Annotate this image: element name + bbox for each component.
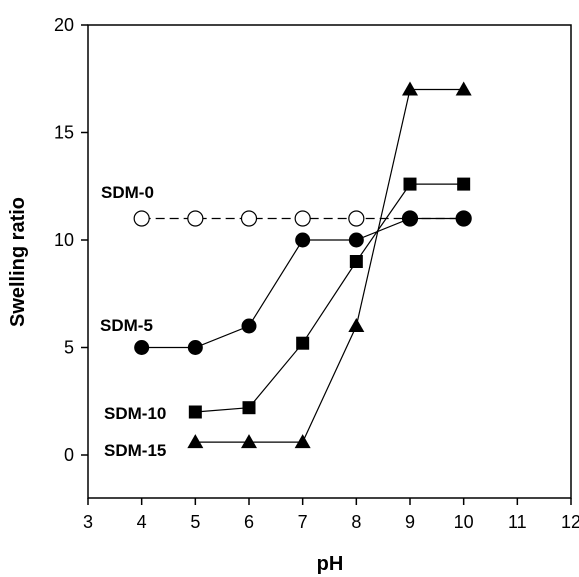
x-tick-label-6: 6 [244, 512, 254, 532]
axis-ticks [81, 24, 572, 505]
marker-sdm-5-5 [402, 211, 418, 226]
marker-sdm-5-4 [348, 232, 364, 248]
marker-sdm-0-1 [187, 210, 204, 227]
marker-sdm-15-2 [294, 434, 311, 449]
x-tick-label-9: 9 [405, 512, 415, 532]
x-tick-label-3: 3 [83, 512, 93, 532]
y-tick-label-10: 10 [54, 230, 74, 250]
x-tick-label-10: 10 [454, 512, 474, 532]
x-tick-label-7: 7 [298, 512, 308, 532]
x-tick-label-4: 4 [137, 512, 147, 532]
marker-sdm-0-4 [348, 210, 365, 227]
marker-sdm-10-4 [403, 177, 417, 191]
marker-sdm-10-1 [242, 401, 256, 415]
marker-sdm-0-0 [133, 210, 150, 227]
marker-sdm-5-1 [187, 340, 203, 355]
y-axis-title: Swelling ratio [7, 197, 29, 327]
series-line-sdm-15 [195, 88, 464, 443]
marker-sdm-15-0 [187, 434, 204, 449]
x-tick-label-11: 11 [508, 512, 527, 532]
series-label-sdm-5: SDM-5 [100, 316, 153, 335]
marker-sdm-0-2 [240, 210, 258, 227]
marker-sdm-5-2 [241, 318, 257, 334]
x-axis-title: pH [317, 553, 344, 575]
plot-frame [87, 24, 572, 499]
y-tick-label-20: 20 [54, 15, 74, 35]
series-markers [133, 81, 472, 449]
marker-sdm-15-5 [455, 81, 472, 96]
series-line-sdm-10 [195, 183, 464, 413]
series-lines [141, 88, 464, 443]
series-label-sdm-10: SDM-10 [104, 404, 166, 423]
marker-sdm-15-3 [348, 318, 365, 332]
tick-labels: 3 4 5 6 7 8 9 10 11 12 0 5 10 15 20 [54, 15, 579, 532]
marker-sdm-10-3 [349, 255, 363, 268]
marker-sdm-15-4 [402, 81, 418, 96]
marker-sdm-10-2 [296, 336, 310, 350]
series-label-sdm-15: SDM-15 [104, 441, 166, 460]
marker-sdm-10-0 [188, 405, 202, 419]
marker-sdm-5-6 [456, 211, 472, 226]
marker-sdm-15-1 [241, 434, 257, 449]
marker-sdm-0-3 [294, 210, 311, 227]
y-tick-label-0: 0 [64, 445, 74, 465]
x-tick-label-12: 12 [561, 512, 579, 532]
marker-sdm-5-0 [134, 340, 150, 355]
y-tick-label-15: 15 [54, 123, 74, 143]
y-tick-label-5: 5 [64, 338, 74, 358]
marker-sdm-10-5 [457, 177, 471, 191]
x-tick-label-8: 8 [351, 512, 361, 532]
x-tick-label-5: 5 [190, 512, 200, 532]
series-label-sdm-0: SDM-0 [101, 183, 154, 202]
marker-sdm-5-3 [295, 232, 311, 248]
